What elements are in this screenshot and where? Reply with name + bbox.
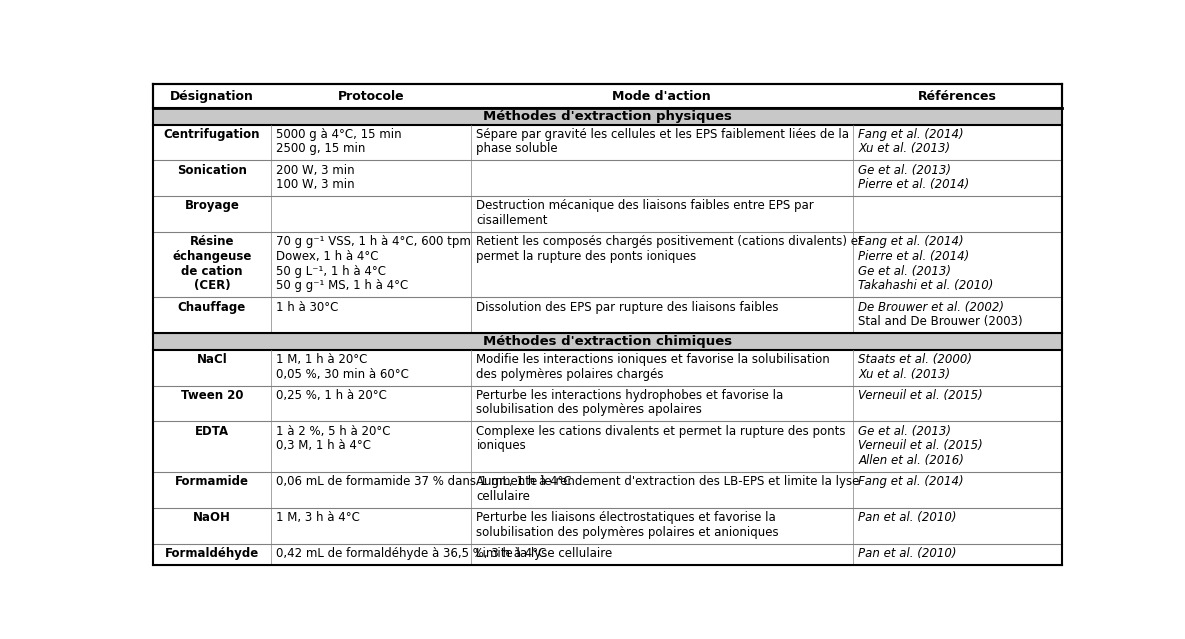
Text: 0,25 %, 1 h à 20°C: 0,25 %, 1 h à 20°C (276, 389, 387, 402)
Text: de cation: de cation (181, 265, 243, 278)
Text: Allen et al. (2016): Allen et al. (2016) (858, 454, 965, 467)
Text: Broyage: Broyage (185, 199, 239, 212)
FancyBboxPatch shape (153, 350, 1062, 385)
Text: des polymères polaires chargés: des polymères polaires chargés (476, 367, 664, 381)
Text: 1 M, 1 h à 20°C: 1 M, 1 h à 20°C (276, 353, 367, 366)
Text: Tween 20: Tween 20 (180, 389, 243, 402)
Text: Ge et al. (2013): Ge et al. (2013) (858, 265, 952, 278)
Text: 2500 g, 15 min: 2500 g, 15 min (276, 142, 366, 155)
Text: NaCl: NaCl (197, 353, 228, 366)
FancyBboxPatch shape (153, 108, 1062, 125)
Text: Verneuil et al. (2015): Verneuil et al. (2015) (858, 389, 984, 402)
Text: 0,06 mL de formamide 37 % dans 1 mL, 1 h à 4°C: 0,06 mL de formamide 37 % dans 1 mL, 1 h… (276, 475, 572, 488)
FancyBboxPatch shape (153, 472, 1062, 508)
FancyBboxPatch shape (153, 508, 1062, 544)
Text: 0,3 M, 1 h à 4°C: 0,3 M, 1 h à 4°C (276, 439, 371, 452)
FancyBboxPatch shape (153, 544, 1062, 565)
Text: Modifie les interactions ioniques et favorise la solubilisation: Modifie les interactions ioniques et fav… (476, 353, 831, 366)
FancyBboxPatch shape (153, 421, 1062, 472)
Text: Pierre et al. (2014): Pierre et al. (2014) (858, 178, 969, 191)
Text: permet la rupture des ponts ioniques: permet la rupture des ponts ioniques (476, 250, 697, 263)
Text: Fang et al. (2014): Fang et al. (2014) (858, 475, 963, 488)
Text: Dissolution des EPS par rupture des liaisons faibles: Dissolution des EPS par rupture des liai… (476, 300, 779, 314)
Text: Formamide: Formamide (175, 475, 249, 488)
Text: NaOH: NaOH (193, 511, 231, 524)
Text: solubilisation des polymères apolaires: solubilisation des polymères apolaires (476, 403, 703, 417)
Text: Méthodes d'extraction physiques: Méthodes d'extraction physiques (482, 110, 732, 123)
Text: échangeuse: échangeuse (172, 250, 251, 263)
Text: Pierre et al. (2014): Pierre et al. (2014) (858, 250, 969, 263)
Text: Sonication: Sonication (177, 164, 246, 176)
Text: 1 h à 30°C: 1 h à 30°C (276, 300, 339, 314)
Text: Ge et al. (2013): Ge et al. (2013) (858, 424, 952, 438)
Text: ioniques: ioniques (476, 439, 526, 452)
Text: solubilisation des polymères polaires et anioniques: solubilisation des polymères polaires et… (476, 526, 779, 539)
Text: Pan et al. (2010): Pan et al. (2010) (858, 511, 956, 524)
Text: 200 W, 3 min: 200 W, 3 min (276, 164, 356, 176)
Text: Formaldéhyde: Formaldéhyde (165, 547, 260, 560)
Text: Augmente le rendement d'extraction des LB-EPS et limite la lyse: Augmente le rendement d'extraction des L… (476, 475, 860, 488)
Text: Désignation: Désignation (169, 89, 254, 102)
FancyBboxPatch shape (153, 333, 1062, 350)
Text: phase soluble: phase soluble (476, 142, 558, 155)
Text: Xu et al. (2013): Xu et al. (2013) (858, 367, 950, 381)
Text: Xu et al. (2013): Xu et al. (2013) (858, 142, 950, 155)
Text: Résine: Résine (190, 235, 235, 249)
Text: 50 g L⁻¹, 1 h à 4°C: 50 g L⁻¹, 1 h à 4°C (276, 265, 386, 278)
Text: Stal and De Brouwer (2003): Stal and De Brouwer (2003) (858, 315, 1023, 328)
Text: (CER): (CER) (193, 279, 230, 293)
FancyBboxPatch shape (153, 84, 1062, 108)
Text: Verneuil et al. (2015): Verneuil et al. (2015) (858, 439, 984, 452)
Text: cellulaire: cellulaire (476, 490, 531, 503)
Text: Sépare par gravité les cellules et les EPS faiblement liées de la: Sépare par gravité les cellules et les E… (476, 128, 850, 141)
Text: 5000 g à 4°C, 15 min: 5000 g à 4°C, 15 min (276, 128, 402, 141)
FancyBboxPatch shape (153, 125, 1062, 160)
FancyBboxPatch shape (153, 232, 1062, 297)
Text: Staats et al. (2000): Staats et al. (2000) (858, 353, 973, 366)
FancyBboxPatch shape (153, 385, 1062, 421)
Text: Références: Références (918, 89, 997, 102)
FancyBboxPatch shape (153, 196, 1062, 232)
Text: Complexe les cations divalents et permet la rupture des ponts: Complexe les cations divalents et permet… (476, 424, 846, 438)
Text: Dowex, 1 h à 4°C: Dowex, 1 h à 4°C (276, 250, 379, 263)
Text: Ge et al. (2013): Ge et al. (2013) (858, 164, 952, 176)
Text: 0,42 mL de formaldéhyde à 36,5 %, 3 h à 4°C: 0,42 mL de formaldéhyde à 36,5 %, 3 h à … (276, 547, 546, 560)
Text: Mode d'action: Mode d'action (613, 89, 711, 102)
Text: 50 g g⁻¹ MS, 1 h à 4°C: 50 g g⁻¹ MS, 1 h à 4°C (276, 279, 409, 293)
Text: 70 g g⁻¹ VSS, 1 h à 4°C, 600 tpm: 70 g g⁻¹ VSS, 1 h à 4°C, 600 tpm (276, 235, 472, 249)
Text: Retient les composés chargés positivement (cations divalents) et: Retient les composés chargés positivemen… (476, 235, 863, 249)
Text: EDTA: EDTA (194, 424, 229, 438)
Text: Limite la lyse cellulaire: Limite la lyse cellulaire (476, 547, 613, 560)
Text: Destruction mécanique des liaisons faibles entre EPS par: Destruction mécanique des liaisons faibl… (476, 199, 814, 212)
Text: Perturbe les liaisons électrostatiques et favorise la: Perturbe les liaisons électrostatiques e… (476, 511, 776, 524)
Text: 1 à 2 %, 5 h à 20°C: 1 à 2 %, 5 h à 20°C (276, 424, 391, 438)
Text: Perturbe les interactions hydrophobes et favorise la: Perturbe les interactions hydrophobes et… (476, 389, 783, 402)
Text: Pan et al. (2010): Pan et al. (2010) (858, 547, 956, 560)
Text: Centrifugation: Centrifugation (164, 128, 260, 141)
Text: 1 M, 3 h à 4°C: 1 M, 3 h à 4°C (276, 511, 360, 524)
Text: Takahashi et al. (2010): Takahashi et al. (2010) (858, 279, 994, 293)
Text: Méthodes d'extraction chimiques: Méthodes d'extraction chimiques (482, 335, 732, 348)
Text: Protocole: Protocole (338, 89, 404, 102)
Text: cisaillement: cisaillement (476, 214, 547, 227)
Text: Fang et al. (2014): Fang et al. (2014) (858, 128, 963, 141)
Text: 100 W, 3 min: 100 W, 3 min (276, 178, 356, 191)
Text: 0,05 %, 30 min à 60°C: 0,05 %, 30 min à 60°C (276, 367, 409, 381)
FancyBboxPatch shape (153, 297, 1062, 333)
Text: De Brouwer et al. (2002): De Brouwer et al. (2002) (858, 300, 1005, 314)
Text: Fang et al. (2014): Fang et al. (2014) (858, 235, 963, 249)
FancyBboxPatch shape (153, 160, 1062, 196)
Text: Chauffage: Chauffage (178, 300, 246, 314)
